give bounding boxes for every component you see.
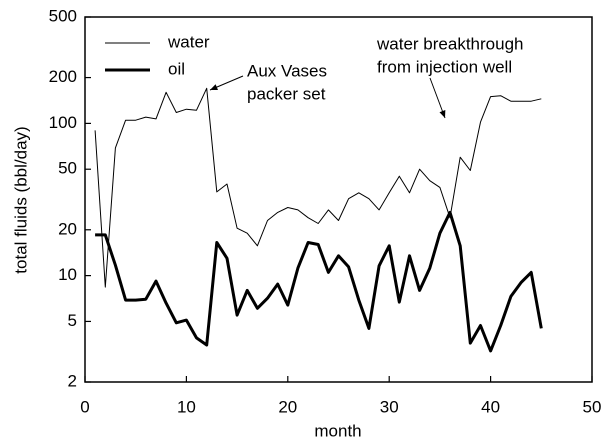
y-tick-label: 10 <box>58 265 77 284</box>
annotation-text: packer set <box>247 84 326 103</box>
plot-frame <box>84 16 593 383</box>
annotation-text: Aux Vases <box>247 61 327 80</box>
annotation-text: from injection well <box>377 57 512 76</box>
series-line <box>94 87 542 288</box>
x-tick-label: 0 <box>80 397 89 416</box>
x-axis-label: month <box>314 421 361 440</box>
y-tick-label: 200 <box>49 67 77 86</box>
series-line <box>95 210 543 353</box>
y-axis-label: total fluids (bbl/day) <box>11 126 30 273</box>
y-tick-label: 50 <box>58 159 77 178</box>
legend-label: oil <box>168 59 185 78</box>
legend-label: water <box>167 32 210 51</box>
y-tick-label: 100 <box>49 113 77 132</box>
annotation-text: water breakthrough <box>376 34 523 53</box>
annotation-arrowhead <box>210 84 218 90</box>
y-tick-label: 500 <box>49 6 77 25</box>
y-tick-label: 20 <box>58 219 77 238</box>
x-tick-label: 20 <box>278 397 297 416</box>
y-tick-label: 5 <box>68 311 77 330</box>
annotation-arrowhead <box>439 110 446 118</box>
x-tick-label: 30 <box>380 397 399 416</box>
x-tick-label: 40 <box>481 397 500 416</box>
x-tick-label: 50 <box>583 397 602 416</box>
y-tick-label: 2 <box>68 371 77 390</box>
x-tick-label: 10 <box>177 397 196 416</box>
